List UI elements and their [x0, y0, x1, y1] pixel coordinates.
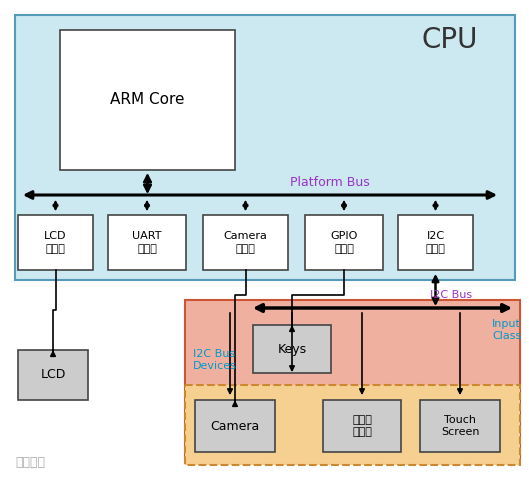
Text: Platform Bus: Platform Bus [290, 177, 370, 190]
Text: I2C
控制器: I2C 控制器 [425, 231, 445, 254]
Text: Keys: Keys [277, 343, 307, 356]
Bar [108, 215, 186, 270]
Bar [323, 400, 401, 452]
Text: Camera: Camera [211, 420, 260, 432]
Text: UART
控制器: UART 控制器 [132, 231, 162, 254]
Text: Camera
控制器: Camera 控制器 [224, 231, 268, 254]
Text: GPIO
控制器: GPIO 控制器 [330, 231, 358, 254]
Text: Input
Class: Input Class [492, 319, 521, 341]
Text: LCD: LCD [40, 369, 66, 382]
Bar [18, 215, 93, 270]
Bar [185, 385, 520, 465]
Bar [195, 400, 275, 452]
Bar [60, 30, 235, 170]
Bar [203, 215, 288, 270]
Bar [253, 325, 331, 373]
Text: 加速度
传感器: 加速度 传感器 [352, 415, 372, 437]
Text: I2C Bus
Devices: I2C Bus Devices [193, 349, 237, 371]
Text: CPU: CPU [422, 26, 478, 54]
Text: ARM Core: ARM Core [110, 93, 185, 108]
Bar [398, 215, 473, 270]
Bar [420, 400, 500, 452]
Bar [185, 300, 520, 460]
Text: I2C Bus: I2C Bus [430, 290, 472, 300]
Text: Touch
Screen: Touch Screen [441, 415, 479, 437]
Bar [18, 350, 88, 400]
Text: 蜗澝科技: 蜗澝科技 [15, 456, 45, 469]
Bar [305, 215, 383, 270]
Text: LCD
控制器: LCD 控制器 [44, 231, 67, 254]
Bar [15, 15, 515, 280]
